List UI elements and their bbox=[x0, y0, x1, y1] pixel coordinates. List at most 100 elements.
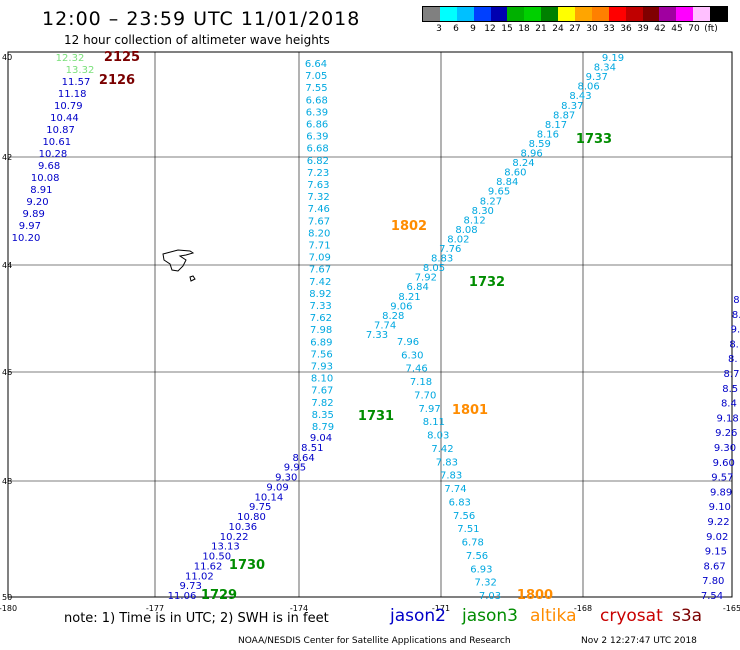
track-value-label: 7.76 bbox=[439, 244, 461, 255]
color-swatch bbox=[541, 7, 559, 21]
track-value-label: 9.68 bbox=[38, 161, 60, 172]
track-value-label: 7.96 bbox=[397, 337, 419, 348]
track-value-label: 8. bbox=[733, 295, 740, 306]
track-value-label: 10.22 bbox=[220, 532, 249, 543]
track-value-label: 8.12 bbox=[464, 215, 486, 226]
track-value-label: 6.30 bbox=[401, 350, 423, 361]
color-swatch bbox=[423, 7, 440, 21]
track-value-label: 8.64 bbox=[292, 453, 314, 464]
color-scale-tick: 6 bbox=[453, 24, 459, 34]
track-value-label: 8.5 bbox=[722, 384, 738, 395]
track-value-label: 8.34 bbox=[594, 63, 616, 74]
island-outline bbox=[162, 249, 196, 282]
axis-labels: 40 42 44 46 48 50 -180 -177 -174 -171 -168 -165 bbox=[0, 53, 740, 613]
track-value-label: 7.18 bbox=[410, 377, 432, 388]
color-scale-tick: 36 bbox=[620, 24, 632, 34]
track-value-label: 7.62 bbox=[310, 313, 332, 324]
track-value-label: 10.14 bbox=[255, 492, 284, 503]
track-value-label: 1733 bbox=[576, 132, 612, 147]
track-value-label: 6.84 bbox=[407, 282, 429, 293]
track-value-label: 8.05 bbox=[423, 263, 445, 274]
latitude-label: 50 bbox=[2, 593, 12, 602]
track-value-label: 8.24 bbox=[512, 158, 534, 169]
track-value-label: 8.92 bbox=[309, 289, 331, 300]
longitude-label: -165 bbox=[723, 604, 740, 613]
track-value-label: 7.92 bbox=[415, 273, 437, 284]
longitude-label: -171 bbox=[432, 604, 450, 613]
color-scale-tick: 15 bbox=[501, 24, 513, 34]
color-scale-bar bbox=[422, 6, 728, 22]
color-swatch bbox=[456, 7, 474, 21]
track-value-label: 1730 bbox=[229, 558, 265, 573]
track-value-label: 6.89 bbox=[310, 337, 332, 348]
generated-timestamp: Nov 2 12:27:47 UTC 2018 bbox=[581, 636, 697, 646]
color-scale-labels: 3 6 9 12 15 18 21 24 27 30 33 36 39 42 45 70 (ft) bbox=[422, 24, 728, 36]
color-scale-tick: 30 bbox=[586, 24, 598, 34]
track-value-label: 8.20 bbox=[308, 228, 330, 239]
track-value-label: 11.02 bbox=[185, 571, 214, 582]
track-value-label: 1800 bbox=[517, 588, 553, 603]
longitude-label: -177 bbox=[146, 604, 164, 613]
track-value-label: 8.96 bbox=[520, 149, 542, 160]
track-value-label: 9.18 bbox=[716, 413, 738, 424]
color-scale-tick: 24 bbox=[552, 24, 564, 34]
track-value-label: 7.09 bbox=[309, 253, 331, 264]
track-value-label: 7.46 bbox=[308, 204, 330, 215]
track-value-label: 13.13 bbox=[211, 542, 240, 553]
track-value-label: 8.10 bbox=[311, 374, 333, 385]
track-value-label: 7.56 bbox=[453, 511, 475, 522]
track-value-label: 7.70 bbox=[414, 390, 436, 401]
color-swatch bbox=[642, 7, 660, 21]
track-value-label: 7.23 bbox=[307, 168, 329, 179]
track-value-label: 7.32 bbox=[475, 578, 497, 589]
track-value-label: 9.02 bbox=[706, 532, 728, 543]
footer-note: note: 1) Time is in UTC; 2) SWH is in fe… bbox=[64, 611, 329, 626]
track-value-label: 7.55 bbox=[305, 83, 327, 94]
track-value-label: 7.54 bbox=[701, 591, 723, 602]
track-value-label: 8.28 bbox=[382, 311, 404, 322]
track-value-label: 8.84 bbox=[496, 177, 518, 188]
color-swatch bbox=[693, 7, 711, 21]
longitude-label: -174 bbox=[290, 604, 308, 613]
track-value-label: 9.60 bbox=[713, 458, 735, 469]
track-value-label: 8. bbox=[732, 310, 740, 321]
color-scale-tick: 70 bbox=[688, 24, 700, 34]
color-swatch bbox=[710, 7, 728, 21]
track-value-label: 10.36 bbox=[228, 522, 257, 533]
track-value-label: 10.61 bbox=[42, 137, 71, 148]
track-value-label: 9.04 bbox=[310, 433, 332, 444]
track-value-label: 8.91 bbox=[30, 185, 52, 196]
track-value-label: 12.32 bbox=[56, 53, 85, 64]
track-value-label: 10.44 bbox=[50, 113, 79, 124]
legend-s3a: s3a bbox=[672, 606, 703, 626]
color-swatch bbox=[575, 7, 592, 21]
track-value-label: 10.20 bbox=[12, 233, 41, 244]
page-subtitle: 12 hour collection of altimeter wave hei… bbox=[64, 33, 330, 47]
color-swatch bbox=[625, 7, 643, 21]
track-value-label: 9.37 bbox=[586, 72, 608, 83]
track-value-label: 9.95 bbox=[284, 463, 306, 474]
longitude-label: -180 bbox=[0, 604, 17, 613]
track-values: 12.3213.3211.5711.1810.7910.4410.8710.61… bbox=[12, 50, 740, 603]
track-value-label: 8. bbox=[729, 339, 739, 350]
track-value-label: 8.4 bbox=[721, 399, 737, 410]
color-swatch bbox=[490, 7, 508, 21]
track-value-label: 6.68 bbox=[306, 95, 328, 106]
track-value-label: 7.83 bbox=[440, 471, 462, 482]
track-value-label: 8.7 bbox=[724, 369, 740, 380]
track-value-label: 9.15 bbox=[705, 547, 727, 558]
track-value-label: 7.74 bbox=[374, 320, 396, 331]
legend-altika: altika bbox=[530, 606, 577, 626]
track-value-label: 11.18 bbox=[58, 89, 87, 100]
track-value-label: 9.30 bbox=[714, 443, 736, 454]
track-value-label: 9.26 bbox=[715, 428, 737, 439]
track-value-label: 10.28 bbox=[39, 149, 68, 160]
track-value-label: 8.83 bbox=[431, 254, 453, 265]
track-value-label: 10.80 bbox=[237, 512, 266, 523]
track-value-label: 8.30 bbox=[472, 206, 494, 217]
track-value-label: 6.64 bbox=[305, 59, 327, 70]
track-value-label: 9.20 bbox=[26, 197, 48, 208]
track-value-label: 10.50 bbox=[202, 552, 231, 563]
track-value-label: 7.56 bbox=[310, 349, 332, 360]
track-value-label: 8.17 bbox=[545, 120, 567, 131]
